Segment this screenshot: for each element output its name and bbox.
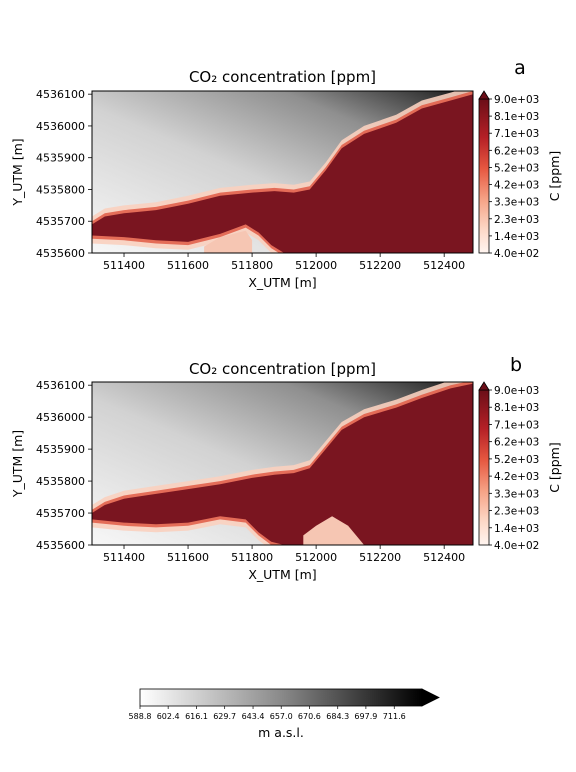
colorbar-tick-label: 1.4e+03 bbox=[494, 523, 539, 535]
y-tick-label: 4535800 bbox=[36, 475, 85, 488]
plume-core-high-concentration bbox=[92, 383, 473, 545]
y-tick-label: 4536000 bbox=[36, 120, 85, 133]
panel-title: CO₂ concentration [ppm] bbox=[189, 360, 376, 378]
x-tick-label: 511600 bbox=[167, 551, 209, 564]
panel-title: CO₂ concentration [ppm] bbox=[189, 68, 376, 86]
panel-letter: a bbox=[514, 57, 526, 79]
y-tick-label: 4535600 bbox=[36, 539, 85, 552]
elevation-tick-label: 711.6 bbox=[383, 712, 406, 721]
x-tick-label: 512000 bbox=[295, 551, 337, 564]
y-tick-label: 4535700 bbox=[36, 215, 85, 228]
y-axis-label: Y_UTM [m] bbox=[10, 430, 25, 498]
x-tick-label: 512000 bbox=[295, 259, 337, 272]
elevation-colorbar-extend-arrow bbox=[421, 688, 440, 707]
colorbar-tick-label: 1.4e+03 bbox=[494, 231, 539, 243]
colorbar-label: C [ppm] bbox=[547, 151, 562, 202]
y-axis-label: Y_UTM [m] bbox=[10, 138, 25, 206]
concentration-colorbar-extend-arrow bbox=[478, 90, 490, 100]
colorbar-tick-label: 9.0e+03 bbox=[494, 94, 539, 106]
colorbar-tick-label: 5.2e+03 bbox=[494, 162, 539, 174]
co2-panel-b: 511400 511600 511800 512000 512200 512400 4535… bbox=[10, 354, 562, 582]
colorbar-tick-label: 9.0e+03 bbox=[494, 385, 539, 397]
elevation-tick-label: 588.8 bbox=[129, 712, 152, 721]
colorbar-tick-label: 3.3e+03 bbox=[494, 197, 539, 209]
plume-interior-pocket bbox=[303, 516, 365, 545]
concentration-colorbar-ramp bbox=[478, 98, 490, 254]
colorbar-tick-label: 4.0e+02 bbox=[494, 540, 539, 552]
colorbar-tick-label: 4.2e+03 bbox=[494, 180, 539, 192]
elevation-tick-label: 629.7 bbox=[213, 712, 236, 721]
y-tick-label: 4535800 bbox=[36, 183, 85, 196]
y-tick-label: 4536100 bbox=[36, 379, 85, 392]
y-tick-label: 4535600 bbox=[36, 247, 85, 260]
colorbar-label: C [ppm] bbox=[547, 442, 562, 493]
x-tick-label: 512200 bbox=[359, 551, 401, 564]
x-tick-label: 511400 bbox=[103, 259, 145, 272]
elevation-colorbar: 588.8 602.4 616.1 629.7 643.4 657.0 670.6 684.3… bbox=[129, 688, 440, 740]
y-tick-label: 4535700 bbox=[36, 507, 85, 520]
co2-panel-a: 511400 511600 511800 512000 512200 512400 4535… bbox=[10, 57, 562, 290]
concentration-colorbar-ramp bbox=[478, 389, 490, 546]
colorbar-tick-label: 8.1e+03 bbox=[494, 111, 539, 123]
panel-letter: b bbox=[510, 354, 522, 376]
elevation-tick-label: 616.1 bbox=[185, 712, 208, 721]
x-tick-label: 512200 bbox=[359, 259, 401, 272]
axes-frame bbox=[91, 381, 474, 546]
x-tick-label: 511400 bbox=[103, 551, 145, 564]
colorbar-tick-label: 6.2e+03 bbox=[494, 437, 539, 449]
x-axis-label: X_UTM [m] bbox=[248, 567, 316, 582]
x-tick-label: 511800 bbox=[231, 259, 273, 272]
elevation-tick-label: 697.9 bbox=[354, 712, 377, 721]
x-axis-label: X_UTM [m] bbox=[248, 275, 316, 290]
plume-interior-pocket bbox=[204, 230, 253, 253]
colorbar-tick-label: 5.2e+03 bbox=[494, 454, 539, 466]
colorbar-tick-label: 3.3e+03 bbox=[494, 488, 539, 500]
elevation-tick-label: 602.4 bbox=[157, 712, 180, 721]
elevation-tick-label: 684.3 bbox=[326, 712, 349, 721]
colorbar-tick-label: 4.0e+02 bbox=[494, 248, 539, 260]
y-tick-label: 4535900 bbox=[36, 152, 85, 165]
colorbar-tick-label: 7.1e+03 bbox=[494, 128, 539, 140]
colorbar-tick-label: 8.1e+03 bbox=[494, 402, 539, 414]
x-tick-label: 512400 bbox=[423, 551, 465, 564]
elevation-tick-label: 670.6 bbox=[298, 712, 321, 721]
x-tick-label: 512400 bbox=[423, 259, 465, 272]
elevation-tick-label: 643.4 bbox=[242, 712, 265, 721]
colorbar-tick-label: 2.3e+03 bbox=[494, 506, 539, 518]
y-tick-label: 4536100 bbox=[36, 88, 85, 101]
elevation-colorbar-ramp bbox=[139, 688, 423, 707]
x-tick-label: 511600 bbox=[167, 259, 209, 272]
x-tick-label: 511800 bbox=[231, 551, 273, 564]
colorbar-tick-label: 4.2e+03 bbox=[494, 471, 539, 483]
colorbar-tick-label: 7.1e+03 bbox=[494, 419, 539, 431]
y-tick-label: 4535900 bbox=[36, 443, 85, 456]
elevation-tick-label: 657.0 bbox=[270, 712, 293, 721]
plume-core-high-concentration bbox=[92, 94, 473, 253]
colorbar-tick-label: 6.2e+03 bbox=[494, 145, 539, 157]
colorbar-tick-label: 2.3e+03 bbox=[494, 214, 539, 226]
elevation-colorbar-label: m a.s.l. bbox=[258, 725, 304, 740]
axes-frame bbox=[91, 90, 474, 254]
y-tick-label: 4536000 bbox=[36, 411, 85, 424]
concentration-colorbar-extend-arrow bbox=[478, 381, 490, 391]
